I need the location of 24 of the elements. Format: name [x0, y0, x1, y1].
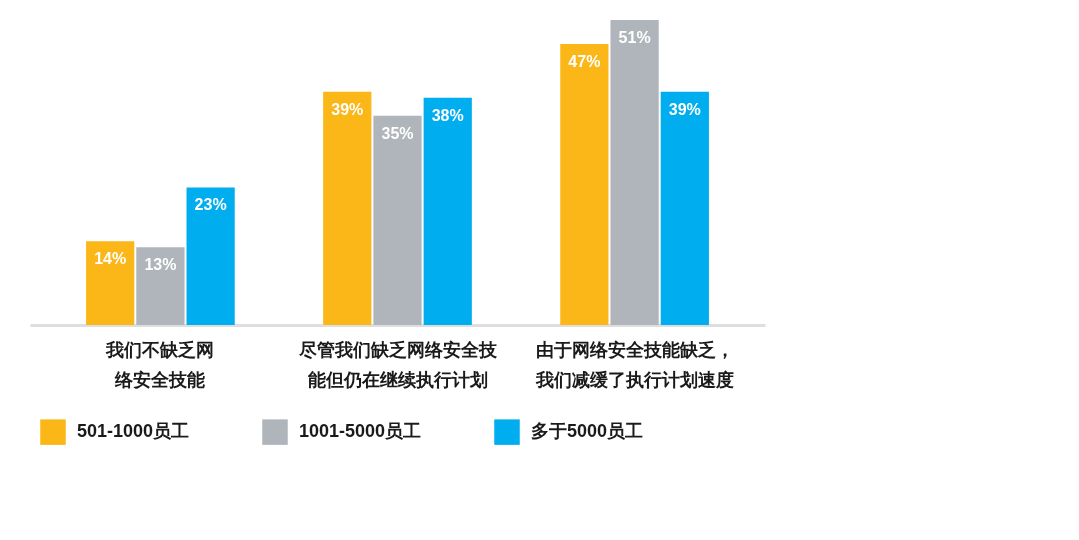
bar — [373, 115, 422, 325]
legend-label: 501-1000员工 — [77, 421, 190, 442]
legend-label: 多于5000员工 — [531, 421, 644, 442]
data-label: 23% — [194, 196, 227, 214]
bar — [86, 241, 135, 325]
data-label: 13% — [144, 256, 177, 274]
bar — [136, 247, 185, 325]
data-label: 14% — [94, 250, 127, 268]
data-label: 35% — [381, 124, 414, 142]
x-tick-label: 由于网络安全技能缺乏，我们减缓了执行计划速度 — [534, 339, 734, 390]
bar — [610, 20, 659, 325]
bar — [423, 97, 472, 325]
data-label: 38% — [431, 106, 464, 124]
data-label: 51% — [618, 29, 651, 46]
data-label: 39% — [668, 100, 701, 118]
bar — [323, 91, 372, 325]
x-tick-label: 我们不缺乏网络安全技能 — [105, 339, 215, 390]
bar — [186, 187, 235, 325]
legend-label: 1001-5000员工 — [299, 421, 422, 442]
bar — [560, 43, 609, 325]
data-label: 39% — [331, 100, 364, 118]
data-label: 47% — [568, 52, 601, 70]
bar — [660, 91, 709, 325]
x-tick-label: 尽管我们缺乏网络安全技能但仍在继续执行计划 — [297, 339, 498, 390]
